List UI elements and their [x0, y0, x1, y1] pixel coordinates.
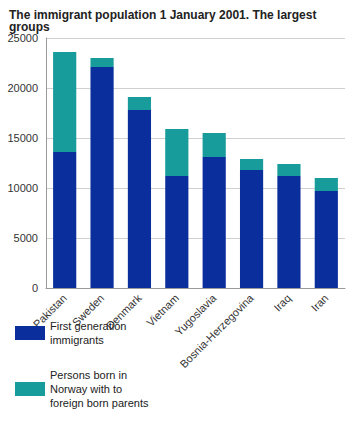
- svg-text:Pakistan: Pakistan: [30, 291, 69, 330]
- svg-text:10000: 10000: [7, 182, 38, 194]
- svg-text:Denmark: Denmark: [103, 291, 144, 332]
- svg-text:Iraq: Iraq: [271, 292, 293, 314]
- svg-text:Iran: Iran: [309, 292, 331, 314]
- svg-text:15000: 15000: [7, 132, 38, 144]
- svg-text:25000: 25000: [7, 32, 38, 44]
- svg-text:foreign born parents: foreign born parents: [50, 397, 149, 409]
- svg-text:20000: 20000: [7, 82, 38, 94]
- svg-text:Bosnia-Herzegovina: Bosnia-Herzegovina: [177, 291, 256, 370]
- svg-text:0: 0: [32, 282, 38, 294]
- svg-text:First generation: First generation: [50, 320, 129, 332]
- svg-text:Vietnam: Vietnam: [144, 292, 181, 329]
- svg-text:immigrants: immigrants: [50, 334, 104, 346]
- svg-text:Sweden: Sweden: [69, 291, 107, 329]
- svg-text:Yugoslavia: Yugoslavia: [172, 291, 219, 338]
- svg-text:The immigrant population 1 Jan: The immigrant population 1 January 2001.…: [9, 8, 320, 22]
- svg-text:Persons born in: Persons born in: [50, 369, 130, 381]
- svg-text:Norway with to: Norway with to: [50, 383, 125, 395]
- svg-text:5000: 5000: [14, 232, 38, 244]
- svg-text:groups: groups: [9, 20, 50, 34]
